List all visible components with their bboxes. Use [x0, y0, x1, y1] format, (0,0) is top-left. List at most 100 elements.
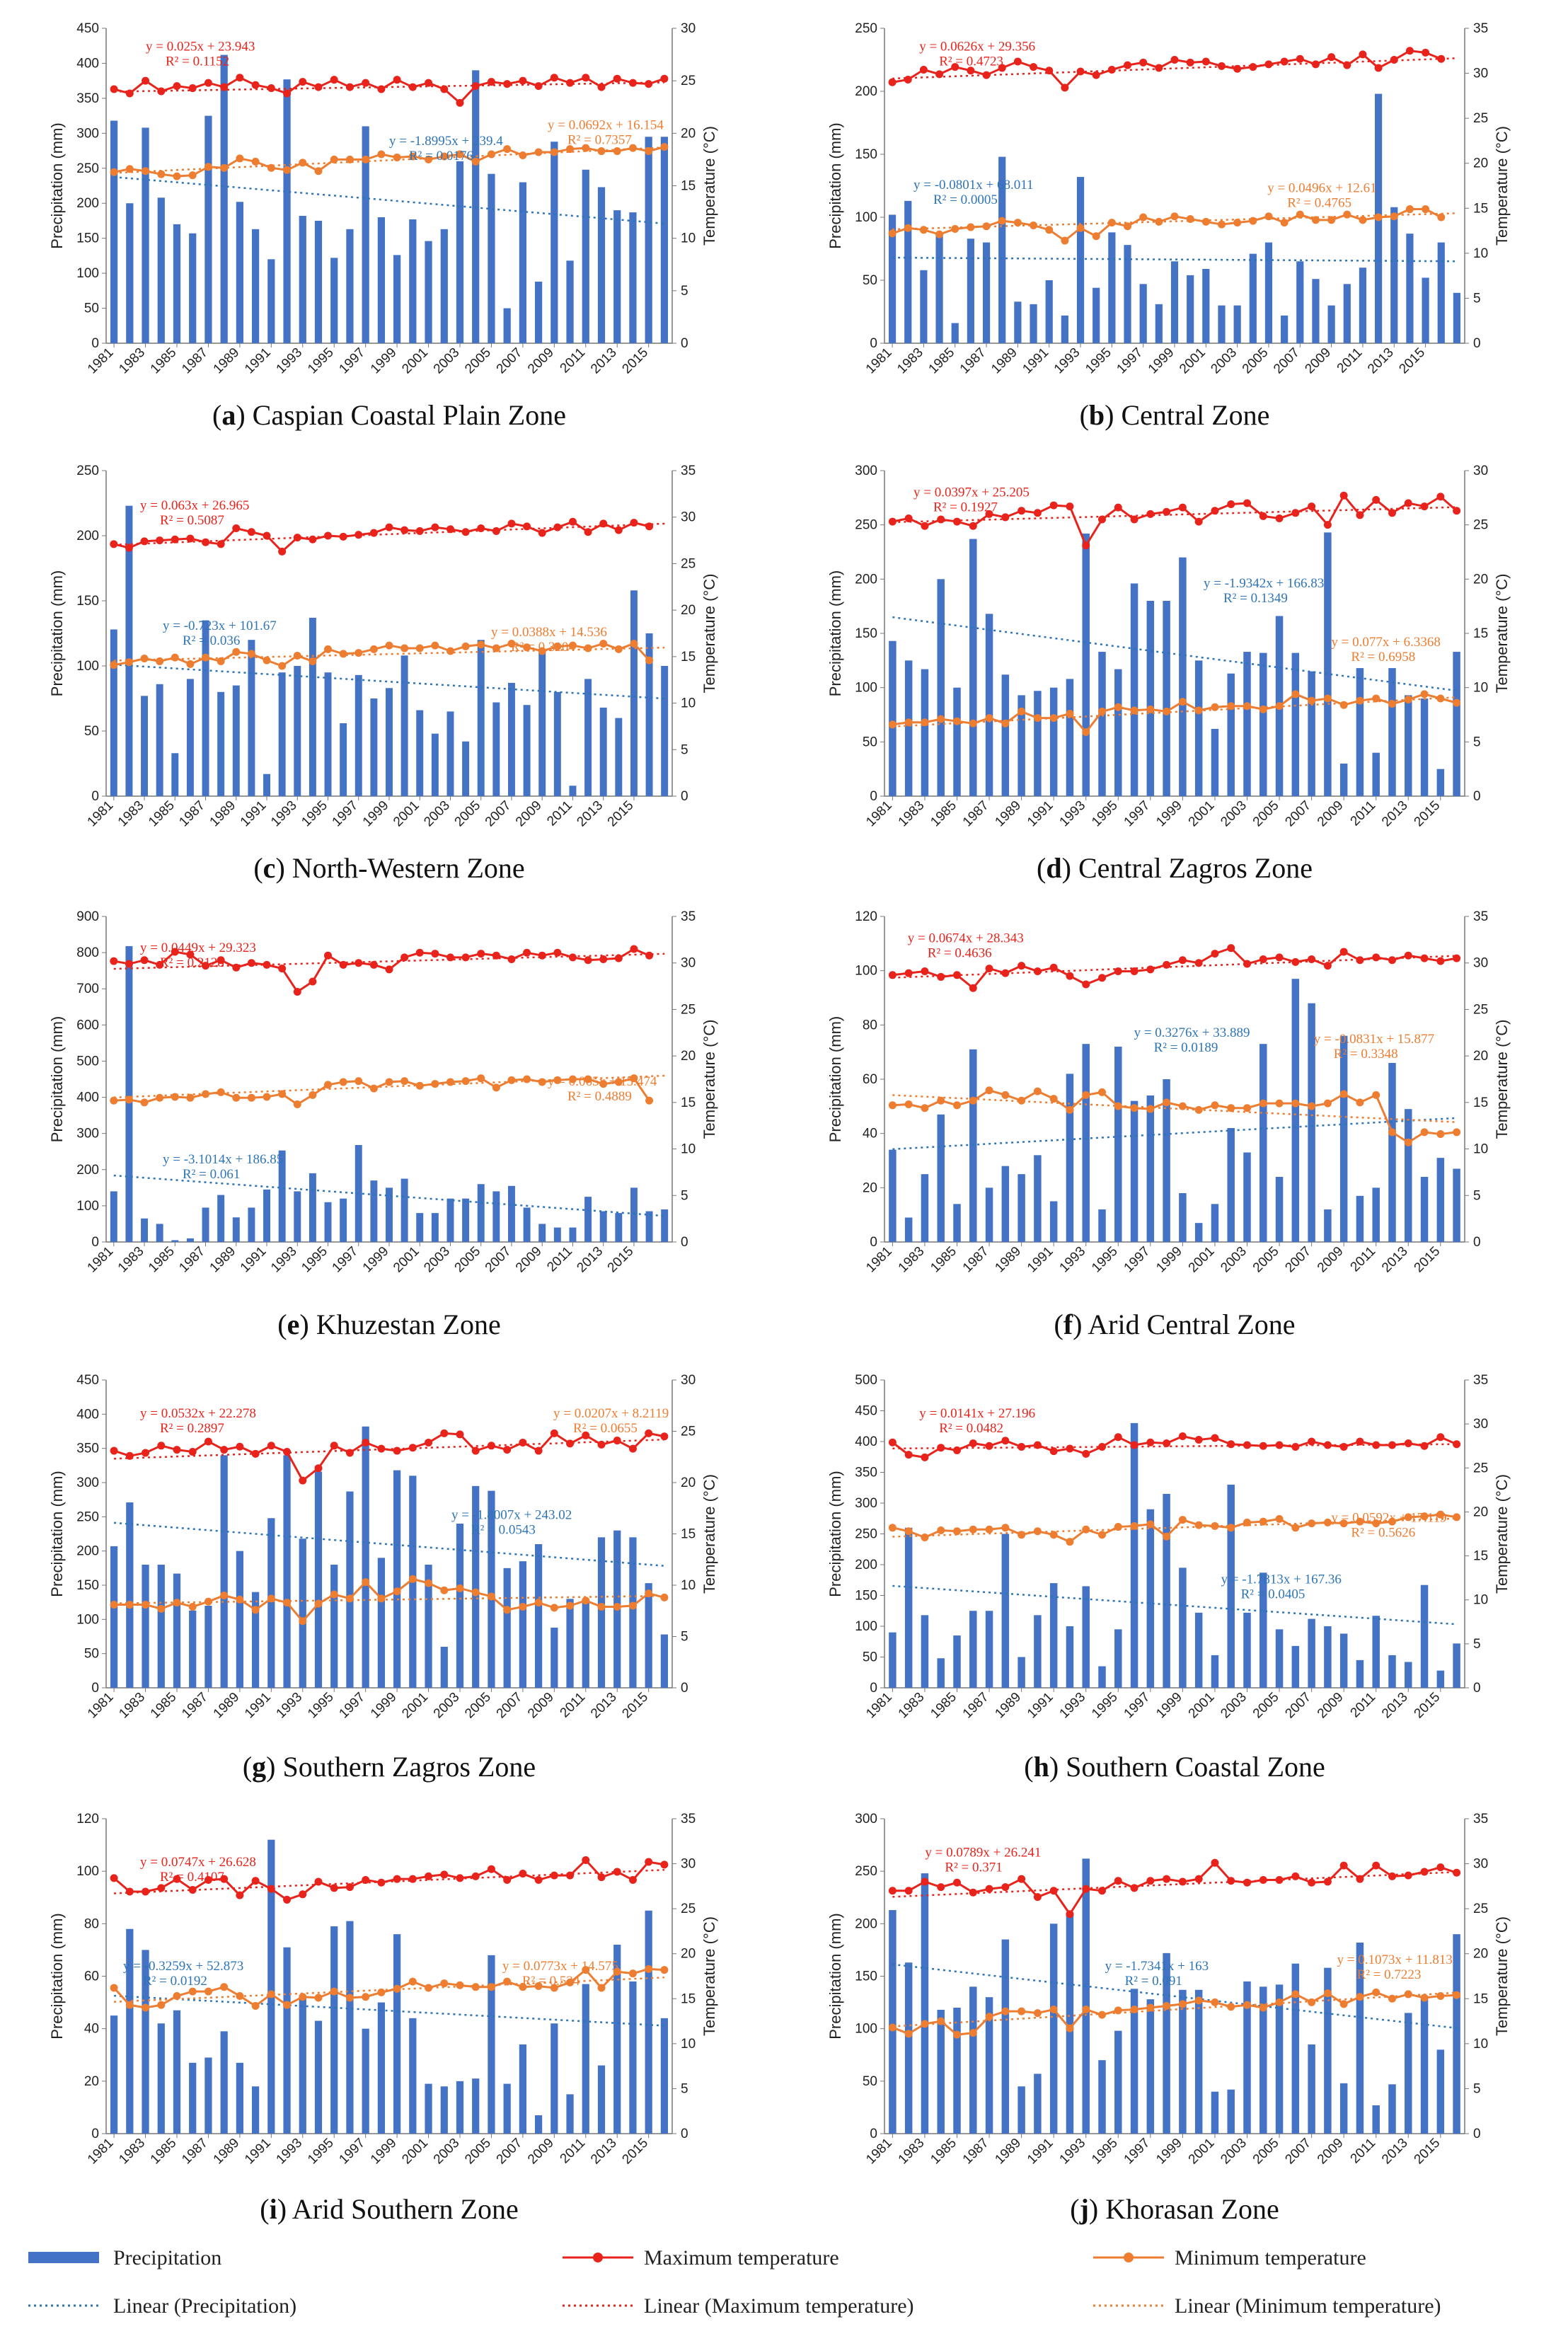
- precip-bar: [156, 684, 163, 796]
- tmax-point: [110, 540, 118, 548]
- precip-bar: [1018, 695, 1025, 796]
- tmin-point: [1130, 2006, 1138, 2014]
- x-tick-label: 1999: [1153, 1244, 1185, 1276]
- tmax-point: [1163, 1875, 1171, 1883]
- x-tick-label: 2001: [1177, 345, 1209, 377]
- tmin-point: [456, 1584, 464, 1592]
- precip-bar: [566, 260, 574, 343]
- chart-panel-a: 0501001502002503003504004500510152025301…: [48, 21, 718, 431]
- precip-equation: y = -0.723x + 101.67: [163, 619, 277, 633]
- tmin-point: [1186, 215, 1194, 224]
- tmax-point: [1388, 1441, 1396, 1449]
- x-tick-label: 1985: [928, 798, 959, 830]
- y-tick-label: 120: [76, 1812, 99, 1827]
- tmin-point: [1030, 221, 1038, 229]
- y-tick-label: 0: [870, 336, 877, 351]
- tmin-point: [408, 1977, 417, 1986]
- x-tick-label: 2007: [1271, 345, 1303, 377]
- panel-zone-name: ) North-Western Zone: [275, 852, 524, 884]
- tmax-point: [309, 977, 317, 986]
- precip-r2: R² = 0.1349: [1223, 591, 1288, 606]
- tmin-point: [1339, 1519, 1348, 1528]
- y-tick-label: 500: [76, 1054, 99, 1069]
- precip-r2: R² = 0.061: [183, 1167, 240, 1182]
- precip-bar: [660, 137, 668, 343]
- tmin-point: [982, 222, 991, 231]
- precip-bar: [1211, 1204, 1219, 1242]
- panel-zone-name: ) Central Zagros Zone: [1062, 852, 1313, 884]
- tmin-point: [660, 143, 669, 151]
- tmin-point: [408, 1575, 417, 1583]
- precip-bar: [613, 1945, 621, 2134]
- tmin-point: [345, 1594, 354, 1603]
- tmin-point: [519, 1983, 527, 1991]
- trend-line-tmin: [114, 146, 664, 174]
- x-tick-label: 2011: [558, 345, 589, 376]
- panel-zone-name: ) Southern Coastal Zone: [1049, 1751, 1325, 1783]
- tmax-point: [1130, 515, 1138, 524]
- tmax-point: [599, 955, 608, 963]
- tmin-point: [645, 1096, 654, 1105]
- tmax-point: [278, 965, 287, 973]
- y2-tick-label: 10: [681, 2037, 696, 2052]
- precip-bar: [508, 682, 515, 796]
- precip-bar: [921, 1615, 929, 1688]
- chart-panel-g: 0501001502002503003504004500510152025301…: [48, 1373, 718, 1783]
- tmin-point: [597, 1984, 606, 1992]
- y-tick-label: 450: [76, 1373, 99, 1388]
- tmax-point: [1227, 1877, 1235, 1885]
- precip-bar: [299, 1997, 306, 2134]
- precip-bar: [340, 723, 347, 796]
- panel-zone-name: ) Caspian Coastal Plain Zone: [236, 399, 566, 431]
- x-tick-label: 1981: [85, 345, 117, 377]
- tmax-point: [267, 1442, 275, 1450]
- y2-tick-label: 0: [1473, 1681, 1481, 1696]
- y-tick-label: 100: [76, 659, 99, 674]
- y2-tick-label: 15: [681, 1527, 696, 1542]
- precip-bar: [1356, 1943, 1364, 2134]
- precip-bar: [330, 258, 338, 343]
- tmin-point: [202, 653, 210, 662]
- tmin-point: [1066, 2024, 1074, 2032]
- x-tick-label: 1997: [336, 1690, 368, 1722]
- y2-tick-label: 35: [1473, 909, 1488, 924]
- tmin-point: [1163, 707, 1171, 715]
- trend-line-precip: [892, 1117, 1457, 1151]
- precip-bar: [1018, 2086, 1025, 2134]
- tmin-point: [142, 1601, 150, 1609]
- x-tick-label: 2005: [1250, 1690, 1282, 1722]
- tmin-point: [538, 1078, 546, 1086]
- tmin-point: [440, 1979, 449, 1988]
- x-tick-label: 1995: [299, 1244, 330, 1276]
- precip-bar: [1179, 557, 1187, 796]
- tmin-point: [1453, 1513, 1461, 1522]
- precip-bar: [1114, 2030, 1122, 2134]
- tmin-point: [330, 1987, 338, 1996]
- y-tick-label: 600: [76, 1018, 99, 1033]
- tmin-point: [251, 157, 260, 166]
- precip-bar: [1243, 1152, 1251, 1242]
- tmax-point: [550, 1871, 558, 1880]
- tmax-r2: R² = 0.5087: [160, 513, 224, 528]
- tmin-point: [299, 1617, 307, 1626]
- precip-bar: [456, 1524, 464, 1688]
- tmax-point: [1420, 1442, 1429, 1450]
- tmax-point: [492, 951, 500, 960]
- panel-title: (c) North-Western Zone: [253, 852, 524, 884]
- x-tick-label: 2001: [1186, 1690, 1218, 1722]
- tmax-point: [267, 84, 275, 93]
- tmin-point: [953, 2030, 961, 2039]
- tmin-point: [985, 714, 993, 723]
- precip-bar: [645, 1583, 652, 1688]
- precip-bar: [998, 156, 1006, 343]
- x-tick-label: 1995: [305, 345, 337, 377]
- tmin-point: [1259, 2003, 1267, 2012]
- y-tick-label: 0: [870, 1681, 877, 1696]
- tmin-point: [1178, 1516, 1187, 1524]
- x-tick-label: 2013: [588, 1690, 620, 1722]
- tmax-line: [892, 1434, 1458, 1459]
- x-tick-label: 2009: [513, 1244, 545, 1276]
- precip-bar: [1275, 1629, 1284, 1688]
- precip-bar: [1339, 764, 1348, 796]
- tmin-r2: R² = 0.3104: [511, 640, 575, 655]
